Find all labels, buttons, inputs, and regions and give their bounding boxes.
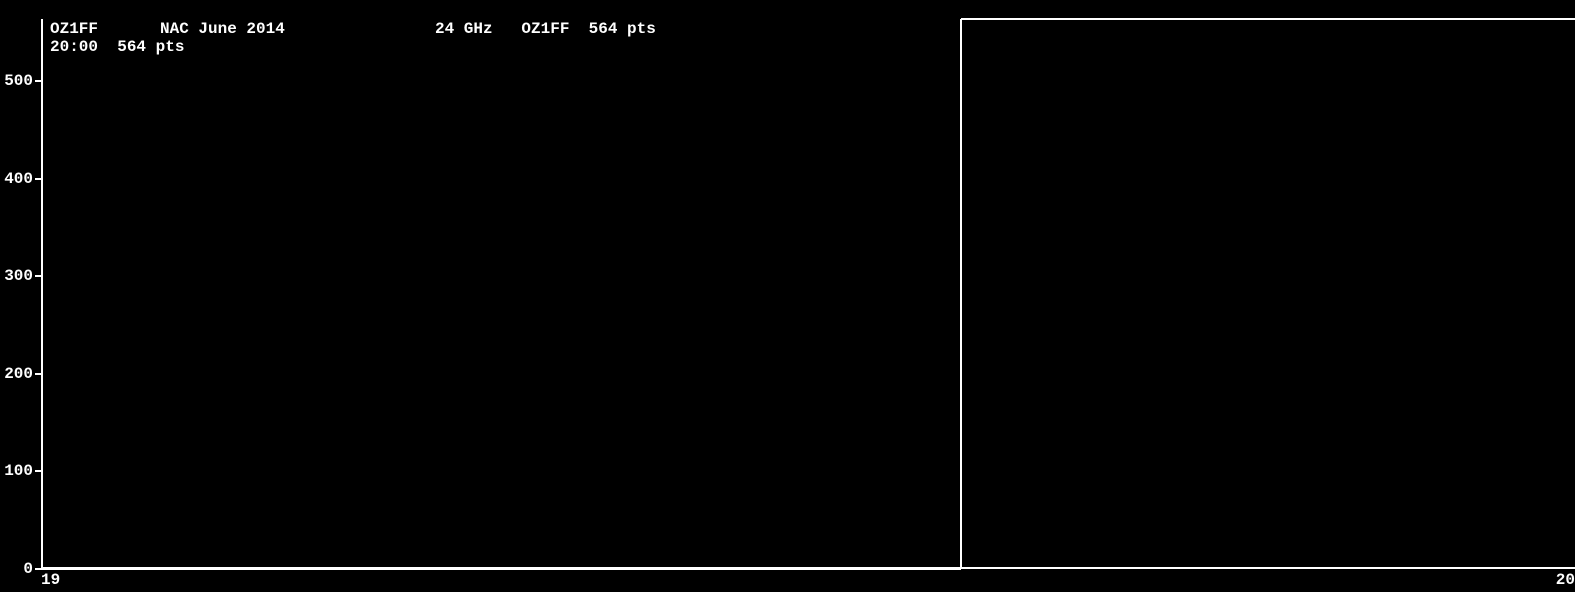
x-tick-label: 20 <box>1556 571 1575 589</box>
plot-area <box>41 19 1575 569</box>
header-callsign: OZ1FF <box>50 20 98 38</box>
y-tick-label: 500 <box>0 72 33 90</box>
y-tick <box>35 80 41 82</box>
y-tick <box>35 275 41 277</box>
series-segment <box>961 18 1575 20</box>
contest-score-chart: OZ1FF NAC June 2014 24 GHz OZ1FF 564 pts… <box>0 0 1575 592</box>
x-tick-label: 19 <box>41 571 60 589</box>
y-tick-label: 400 <box>0 170 33 188</box>
y-tick-label: 300 <box>0 267 33 285</box>
y-tick <box>35 373 41 375</box>
y-tick-label: 200 <box>0 365 33 383</box>
y-tick-label: 0 <box>0 560 33 578</box>
y-tick-label: 100 <box>0 462 33 480</box>
header-band-score: 24 GHz OZ1FF 564 pts <box>435 20 656 38</box>
series-segment <box>41 568 961 570</box>
y-tick <box>35 178 41 180</box>
header-contest: NAC June 2014 <box>160 20 285 38</box>
series-segment <box>960 19 962 569</box>
y-tick <box>35 470 41 472</box>
header-time-score: 20:00 564 pts <box>50 38 184 56</box>
